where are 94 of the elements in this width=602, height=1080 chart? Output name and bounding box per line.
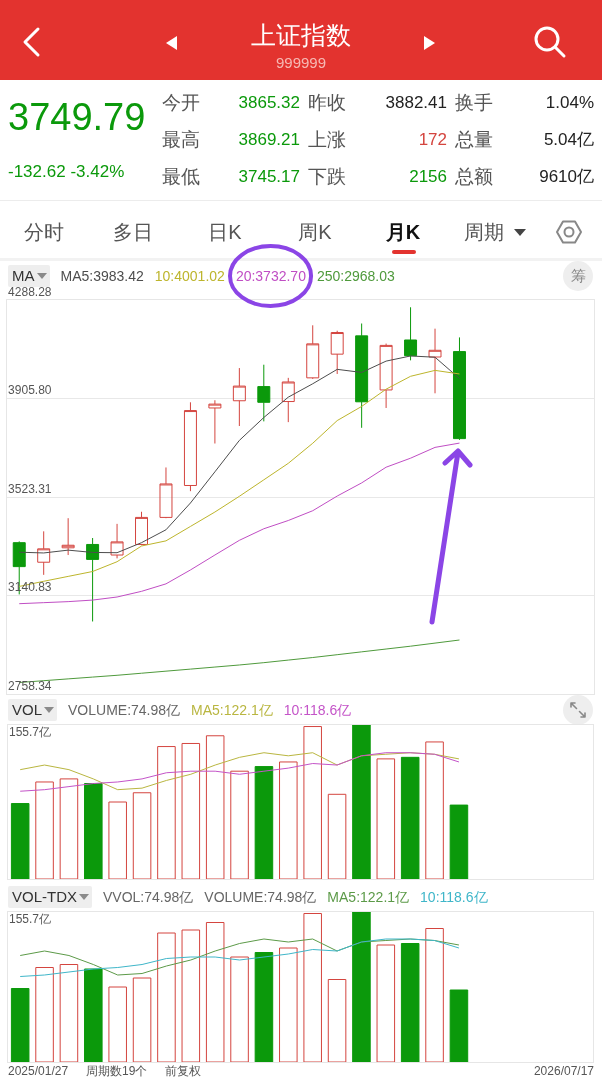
bar [230,956,249,1062]
text: 分时 [24,220,64,244]
dropdown-button: VOL [8,699,57,721]
text: 上证指数 [251,20,351,50]
text: 2026/07/17 [533,1064,594,1079]
round-button: 筹 [563,261,593,291]
dropdown-button: MA [8,265,50,287]
text: MA5:122.1亿 [327,888,410,907]
bar [425,928,444,1062]
text: 最高 [162,128,200,152]
text: MA5:3983.42 [60,267,144,286]
bar [10,988,30,1062]
legend-title: VOL [12,700,43,720]
text: 换手 [455,91,493,115]
text: 3749.79 [8,95,146,141]
text: 多日 [113,220,153,244]
bar [254,766,274,879]
bar [132,792,152,879]
text: 周期 [464,220,504,244]
text: 1.04% [545,92,594,114]
text: 3869.21 [238,129,300,151]
bar [449,804,469,879]
y-tick-label: 2758.34 [8,678,52,693]
text: VOLUME:74.98亿 [204,888,317,907]
bar [352,725,371,879]
y-tick-label: 4288.28 [8,284,52,299]
bar [400,943,420,1062]
text: 3882.41 [385,92,447,114]
bar [84,968,103,1062]
text: 10:4001.02 [154,267,225,286]
bar [157,746,176,879]
bar [303,913,322,1062]
bar [35,967,54,1062]
text: 999999 [275,54,327,72]
text: 9610亿 [539,166,594,188]
text: 昨收 [308,91,346,115]
text: 10:118.6亿 [420,888,488,907]
text: VVOL:74.98亿 [103,888,194,907]
text: MA5:122.1亿 [191,701,273,720]
bar [181,742,201,879]
bar [352,912,371,1062]
text: 250:2968.03 [316,267,395,286]
bar [279,947,298,1062]
bar [205,735,225,879]
text: 日K [208,220,242,244]
bar [425,741,444,879]
text: 2025/01/27 [8,1064,69,1079]
text: 周期数19个 [86,1064,148,1079]
bar [132,977,152,1062]
bar [400,756,420,879]
y-tick-label: 3905.80 [8,383,52,398]
bar [108,986,127,1062]
text: 172 [418,129,447,151]
legend-title: VOL-TDX [12,887,78,907]
bar [157,932,176,1062]
text: 今开 [162,91,200,115]
annotation: 155.7亿 [9,912,52,926]
text: 3865.32 [238,92,300,114]
bar [449,989,469,1062]
text: -132.62 -3.42% [8,161,125,183]
dropdown-button: VOL-TDX [8,886,92,908]
text: 前复权 [165,1064,202,1079]
bar [327,793,347,879]
bar [254,952,274,1062]
y-tick-label: 3523.31 [8,481,52,496]
legend-title: MA [12,267,35,284]
text: 2156 [409,166,447,188]
text: 周K [298,220,332,244]
bar [10,803,30,879]
text: 5.04亿 [543,129,594,151]
bar [84,783,103,879]
text: 最低 [162,165,200,189]
text: 10:118.6亿 [283,701,352,720]
text: 总量 [455,128,493,152]
text: 总额 [455,165,493,189]
bar [35,781,54,879]
text: 上涨 [308,128,346,152]
bar [327,979,347,1062]
text: 20:3732.70 [235,267,306,286]
text: VOLUME:74.98亿 [68,701,181,720]
bar [59,778,79,879]
bar [230,770,249,879]
annotation: 155.7亿 [9,725,52,739]
bar [376,758,396,879]
bar [279,761,298,879]
bar [181,929,201,1062]
bar [376,944,396,1062]
bar [205,922,225,1062]
text: 月K [385,220,421,244]
bar [303,726,322,879]
text: 下跌 [308,165,346,189]
bar [108,801,127,879]
text: 3745.17 [238,166,300,188]
bar [59,964,79,1062]
